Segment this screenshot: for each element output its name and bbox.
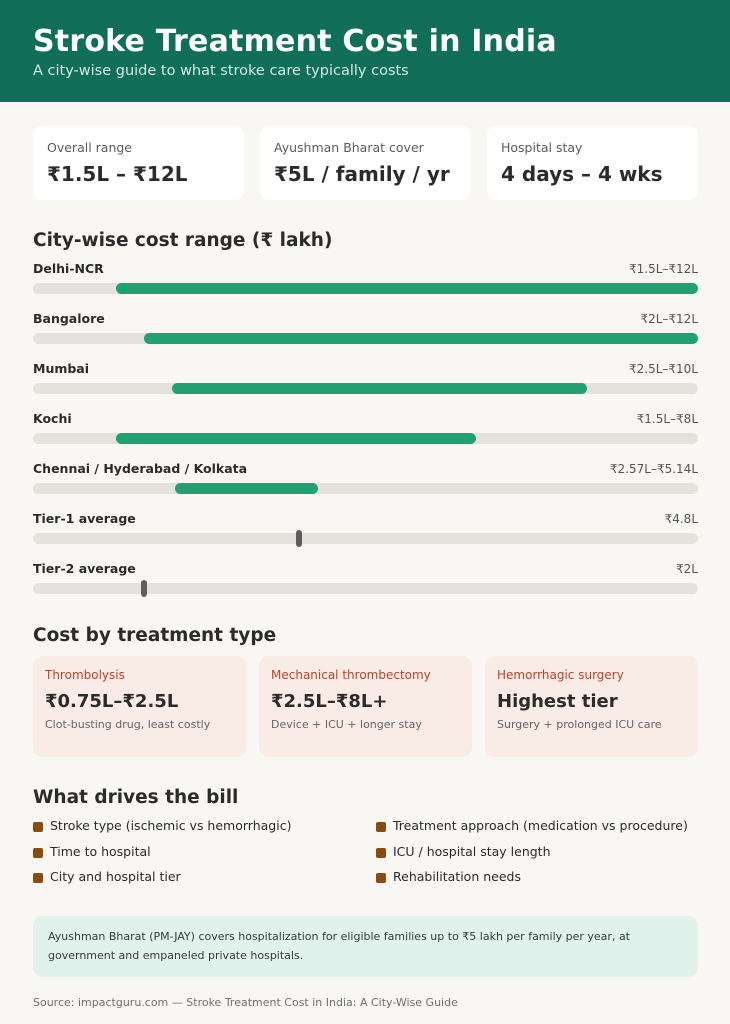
driver-text: ICU / hospital stay length: [393, 844, 551, 859]
page-subtitle: A city-wise guide to what stroke care ty…: [33, 63, 409, 79]
city-row-label: Chennai / Hyderabad / Kolkata: [33, 461, 248, 476]
stat-card-ayushman-cover: Ayushman Bharat cover ₹5L / family / yr: [260, 126, 471, 200]
cost-range-bar: [116, 433, 477, 444]
treatment-card-thrombolysis: Thrombolysis ₹0.75L–₹2.5L Clot-busting d…: [33, 656, 246, 757]
city-row-value: ₹1.5L–₹8L: [636, 412, 698, 426]
treatment-name: Hemorrhagic surgery: [497, 668, 624, 682]
stat-value: ₹1.5L – ₹12L: [47, 162, 188, 186]
stat-label: Hospital stay: [501, 140, 583, 155]
range-track: [33, 383, 698, 394]
range-track: [33, 483, 698, 494]
driver-text: Rehabilitation needs: [393, 869, 521, 884]
treatment-cost: ₹0.75L–₹2.5L: [45, 691, 179, 712]
cost-range-bar: [175, 483, 318, 494]
treatment-note: Device + ICU + longer stay: [271, 718, 422, 731]
treatment-card-thrombectomy: Mechanical thrombectomy ₹2.5L–₹8L+ Devic…: [259, 656, 472, 757]
range-track: [33, 433, 698, 444]
city-row-value: ₹1.5L–₹12L: [629, 262, 698, 276]
bullet-square-icon: [33, 822, 43, 832]
page-title: Stroke Treatment Cost in India: [33, 24, 557, 59]
driver-item: ICU / hospital stay length: [376, 844, 551, 859]
treatment-cost: Highest tier: [497, 691, 618, 712]
city-row-value: ₹4.8L: [664, 512, 698, 526]
driver-item: Rehabilitation needs: [376, 869, 521, 884]
average-marker: [296, 530, 302, 547]
stat-value: 4 days – 4 wks: [501, 162, 663, 186]
city-row-label: Mumbai: [33, 361, 90, 376]
bullet-square-icon: [376, 873, 386, 883]
treatment-cost: ₹2.5L–₹8L+: [271, 691, 388, 712]
ayushman-note-box: Ayushman Bharat (PM-JAY) covers hospital…: [33, 916, 698, 977]
city-row-label: Bangalore: [33, 311, 105, 326]
treatment-name: Mechanical thrombectomy: [271, 668, 431, 682]
driver-item: Treatment approach (medication vs proced…: [376, 818, 688, 833]
city-row-value: ₹2.57L–₹5.14L: [609, 462, 698, 476]
stat-card-hospital-stay: Hospital stay 4 days – 4 wks: [487, 126, 698, 200]
driver-text: Time to hospital: [50, 844, 151, 859]
driver-item: Stroke type (ischemic vs hemorrhagic): [33, 818, 291, 833]
treatment-note: Clot-busting drug, least costly: [45, 718, 211, 731]
driver-item: Time to hospital: [33, 844, 151, 859]
city-row-value: ₹2L: [676, 562, 698, 576]
source-line: Source: impactguru.com — Stroke Treatmen…: [33, 996, 458, 1009]
drivers-section-title: What drives the bill: [33, 787, 239, 808]
range-track: [33, 283, 698, 294]
city-row-label: Tier-1 average: [33, 511, 136, 526]
treatment-note: Surgery + prolonged ICU care: [497, 718, 662, 731]
average-marker: [140, 580, 147, 597]
city-row-label: Delhi-NCR: [33, 261, 104, 276]
stat-label: Ayushman Bharat cover: [274, 140, 424, 155]
city-row-label: Kochi: [33, 411, 72, 426]
ayushman-note-text: Ayushman Bharat (PM-JAY) covers hospital…: [48, 930, 630, 962]
bullet-square-icon: [33, 848, 43, 858]
bullet-square-icon: [33, 873, 43, 883]
cost-range-bar: [143, 333, 698, 344]
stat-value: ₹5L / family / yr: [274, 162, 450, 186]
cost-range-bar: [171, 383, 588, 394]
city-section-title: City-wise cost range (₹ lakh): [33, 230, 333, 251]
city-row-value: ₹2L–₹12L: [640, 312, 698, 326]
driver-text: City and hospital tier: [50, 869, 181, 884]
range-track: [33, 333, 698, 344]
header-banner: Stroke Treatment Cost in India A city-wi…: [0, 0, 730, 102]
cost-range-bar: [116, 283, 698, 294]
treatment-name: Thrombolysis: [45, 668, 125, 682]
bullet-square-icon: [376, 848, 386, 858]
treatment-card-hemorrhagic-surgery: Hemorrhagic surgery Highest tier Surgery…: [485, 656, 698, 757]
bullet-square-icon: [376, 822, 386, 832]
treatment-section-title: Cost by treatment type: [33, 625, 277, 646]
range-track: [33, 580, 698, 597]
stat-label: Overall range: [47, 140, 132, 155]
city-row-value: ₹2.5L–₹10L: [629, 362, 698, 376]
range-track: [33, 530, 698, 547]
city-row-label: Tier-2 average: [33, 561, 136, 576]
driver-text: Stroke type (ischemic vs hemorrhagic): [50, 818, 292, 833]
driver-item: City and hospital tier: [33, 869, 181, 884]
driver-text: Treatment approach (medication vs proced…: [393, 818, 688, 833]
stat-card-overall-range: Overall range ₹1.5L – ₹12L: [33, 126, 244, 200]
